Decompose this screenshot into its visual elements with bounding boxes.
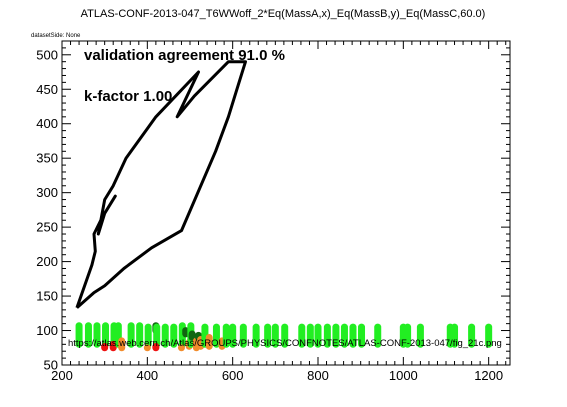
point-column-39: [306, 323, 314, 348]
point-column-17: [170, 323, 178, 348]
point-column-44: [349, 323, 357, 348]
point-column-53: [485, 323, 493, 348]
source-url-annotation: https://atlas.web.cern.ch/Atlas/GROUPS/P…: [68, 338, 502, 349]
point-column-11: [144, 323, 152, 348]
point-column-35: [264, 323, 272, 348]
point-column-32: [229, 323, 237, 348]
point-column-1: [84, 322, 92, 348]
x-tick-label: 600: [222, 368, 244, 383]
point-column-19: [177, 344, 185, 352]
point-column-34: [252, 323, 260, 348]
dataset-side-label: datasetSide: None: [31, 33, 81, 39]
point-column-36: [271, 323, 279, 348]
point-column-48: [404, 323, 412, 348]
y-tick-label: 100: [36, 323, 58, 338]
y-tick-label: 450: [36, 82, 58, 97]
point-column-10: [136, 322, 144, 348]
point-column-42: [332, 323, 340, 348]
agreement-annotation: validation agreement 91.0 %: [84, 47, 285, 64]
point-column-16: [161, 323, 169, 348]
point-column-49: [416, 323, 424, 348]
plot-frame: [61, 40, 511, 366]
point-column-15: [152, 342, 160, 352]
y-tick-label: 400: [36, 116, 58, 131]
x-tick-label: 200: [51, 368, 73, 383]
point-column-37: [281, 323, 289, 348]
point-column-45: [358, 323, 366, 348]
x-tick-label: 400: [136, 368, 158, 383]
point-column-43: [340, 323, 348, 348]
point-column-23: [188, 330, 196, 341]
point-column-28: [205, 333, 213, 350]
y-tick-label: 350: [36, 151, 58, 166]
point-column-12: [143, 344, 151, 352]
point-column-29: [212, 323, 220, 348]
exclusion-contour: [75, 60, 247, 309]
point-column-31: [222, 323, 230, 348]
point-column-4: [101, 342, 109, 352]
x-tick-label: 1000: [389, 368, 418, 383]
y-tick-label: 300: [36, 185, 58, 200]
plot-area-frame: [61, 40, 511, 366]
point-column-52: [468, 323, 476, 348]
point-column-9: [127, 322, 135, 348]
y-tick-label: 500: [36, 47, 58, 62]
point-column-8: [118, 337, 126, 352]
point-column-51: [451, 323, 459, 348]
point-column-33: [239, 323, 247, 348]
y-tick-label: 200: [36, 254, 58, 269]
point-column-38: [298, 323, 306, 348]
kfactor-annotation: k-factor 1.00: [84, 88, 172, 105]
y-tick-label: 150: [36, 289, 58, 304]
axis-ticks: 200 400 600 800 1000 1200 50 100 150 200 250 300 350…: [36, 40, 510, 383]
point-column-41: [323, 323, 331, 348]
y-tick-label: 50: [44, 358, 58, 373]
chart-title: ATLAS-CONF-2013-047_T6WWoff_2*Eq(MassA,x…: [81, 8, 486, 20]
point-column-3: [102, 322, 110, 348]
x-tick-label: 1200: [474, 368, 503, 383]
point-column-14: [153, 323, 161, 348]
point-column-2: [93, 322, 101, 348]
point-column-0: [75, 322, 83, 348]
point-column-46: [374, 323, 382, 348]
point-column-40: [314, 323, 322, 348]
x-tick-label: 800: [307, 368, 329, 383]
contour-group: [75, 60, 247, 309]
point-columns: [75, 322, 493, 352]
y-tick-label: 250: [36, 220, 58, 235]
